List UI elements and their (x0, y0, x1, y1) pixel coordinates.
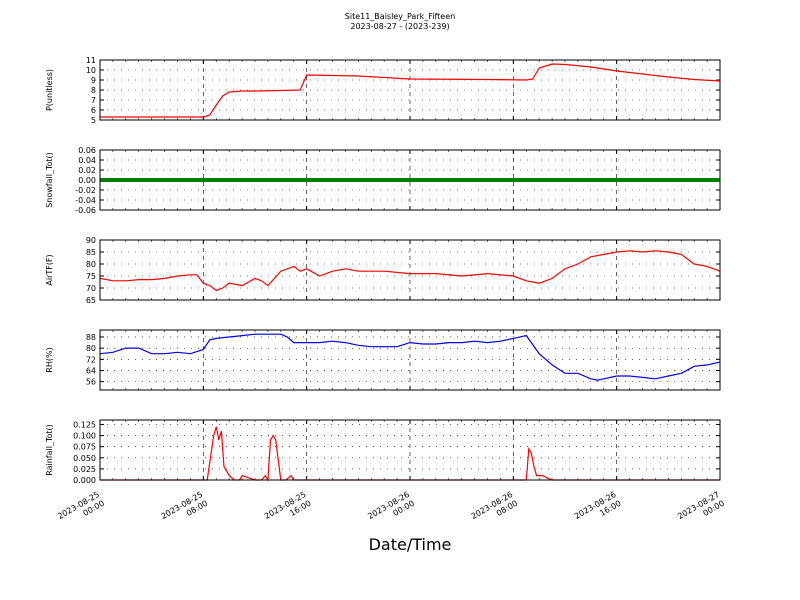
y-tick-label: -0.02 (75, 186, 96, 195)
y-tick-label: 80 (86, 260, 96, 269)
y-tick-label: 0.02 (78, 166, 96, 175)
panel-4: 56 64 72 80 88 RH(%) (45, 329, 721, 391)
y-tick-label: 65 (86, 296, 96, 305)
y-axis-label: AirTF(F) (45, 254, 54, 285)
y-tick-label: 5 (91, 116, 96, 125)
plot-frame (99, 329, 721, 391)
y-tick-label: 8 (91, 86, 96, 95)
y-tick-label: 70 (86, 284, 96, 293)
y-tick-label: 85 (86, 248, 96, 257)
panel-2: -0.06-0.04-0.020.000.020.040.06 Snowfall_… (45, 146, 721, 215)
chart-title-line1: Site11_Baisley_Park_Fifteen (345, 12, 455, 21)
panel-3: 65 70 75 80 85 90 AirTF(F) (45, 236, 721, 305)
plot-frame (99, 419, 721, 481)
y-tick-label: 7 (91, 96, 96, 105)
x-tick-label: 2023-08-2700:00 (676, 490, 726, 530)
y-tick-label: 0.100 (73, 432, 96, 441)
plot-frame (99, 59, 721, 121)
x-tick-label: 2023-08-2516:00 (263, 490, 313, 530)
y-tick-label: 72 (86, 355, 96, 364)
y-axis-label: P(unitless) (45, 69, 54, 111)
x-tick-labels: 2023-08-2500:00 2023-08-2508:00 2023-08-25… (56, 490, 726, 530)
x-axis-label: Date/Time (369, 535, 452, 554)
y-tick-label: 64 (86, 366, 96, 375)
chart-title-line2: 2023-08-27 - (2023-239) (350, 22, 449, 31)
y-tick-label: 75 (86, 272, 96, 281)
y-axis-label: Rainfall_Tot() (45, 424, 54, 476)
y-tick-label: 0.050 (73, 454, 96, 463)
x-tick-label: 2023-08-2600:00 (366, 490, 416, 530)
series-line (99, 333, 721, 381)
x-tick-label: 2023-08-2616:00 (573, 490, 623, 530)
y-tick-label: 11 (86, 56, 96, 65)
y-tick-label: 10 (86, 66, 96, 75)
panels: 567891011P(unitless)-0.06-0.04-0.020.000… (45, 56, 721, 485)
y-tick-label: 0.075 (73, 443, 96, 452)
y-tick-label: 6 (91, 106, 96, 115)
y-tick-label: 0.125 (73, 420, 96, 429)
y-tick-label: 80 (86, 344, 96, 353)
y-tick-label: 0.00 (78, 176, 96, 185)
y-tick-label: 0.000 (73, 476, 96, 485)
y-axis-label: Snowfall_Tot() (45, 152, 54, 208)
series-line (99, 250, 721, 292)
y-tick-label: 56 (86, 378, 96, 387)
y-tick-label: 0.04 (78, 156, 96, 165)
plot-frame (99, 239, 721, 301)
plot-frame (99, 149, 721, 211)
y-tick-label: 90 (86, 236, 96, 245)
x-tick-label: 2023-08-2608:00 (470, 490, 520, 530)
y-tick-label: 88 (86, 333, 96, 342)
y-tick-label: -0.06 (75, 206, 96, 215)
panel-5: 0.000 0.025 0.050 0.075 0.100 0.125 Rainfall_T… (45, 419, 721, 485)
y-axis-label: RH(%) (45, 347, 54, 372)
y-tick-label: 9 (91, 76, 96, 85)
y-tick-label: 0.06 (78, 146, 96, 155)
series-line (100, 63, 721, 118)
y-tick-label: -0.04 (75, 196, 96, 205)
x-tick-label: 2023-08-2508:00 (160, 490, 210, 530)
series-line (100, 426, 720, 482)
y-tick-label: 0.025 (73, 465, 96, 474)
x-tick-label: 2023-08-2500:00 (56, 490, 106, 530)
